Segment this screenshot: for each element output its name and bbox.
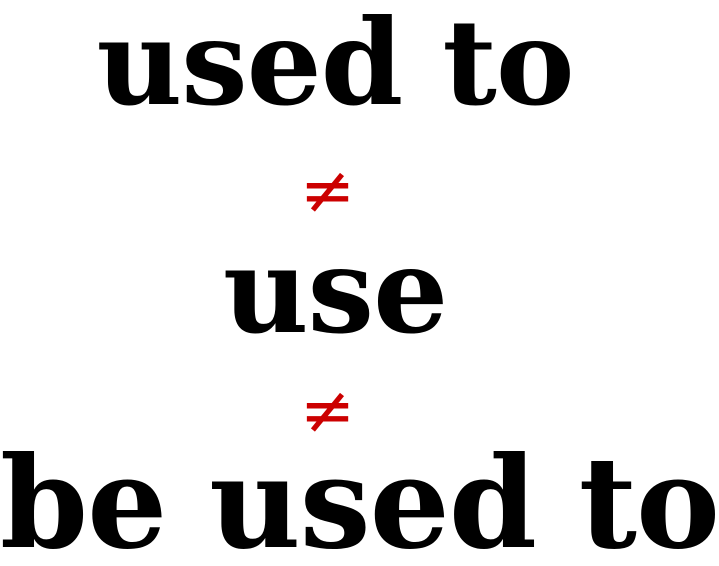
not-equal-icon: ≠ (299, 152, 356, 229)
phrase-use: use (222, 221, 448, 360)
phrase-used-to: used to (96, 0, 574, 132)
phrase-be-used-to: be used to (0, 429, 719, 566)
not-equal-icon: ≠ (299, 372, 356, 449)
